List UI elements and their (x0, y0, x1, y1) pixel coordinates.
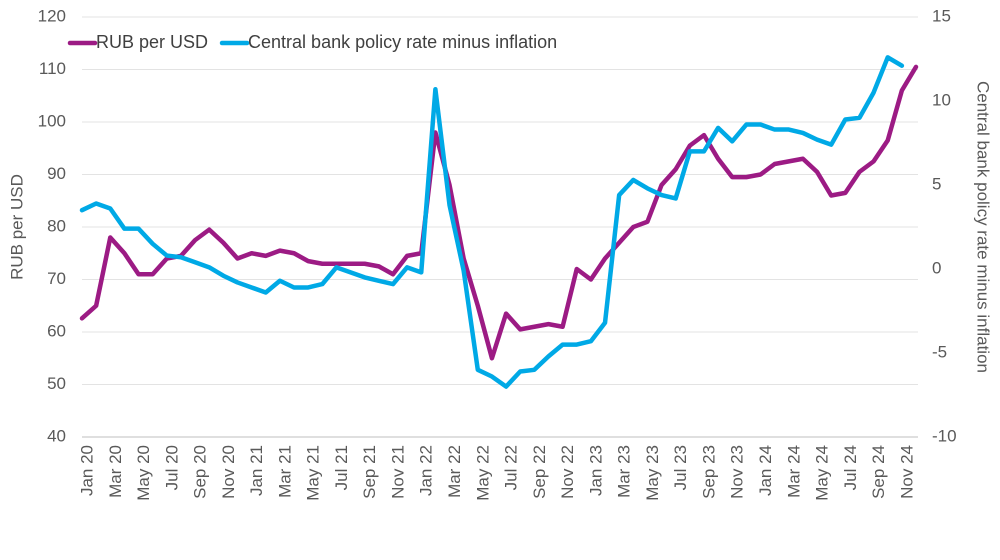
y2-axis-title: Central bank policy rate minus inflation (974, 81, 993, 373)
x-tick-label: Mar 22 (445, 445, 464, 498)
x-tick-label: Jan 22 (417, 445, 436, 496)
x-tick-label: Mar 24 (784, 445, 803, 498)
x-tick-label: May 23 (643, 445, 662, 501)
y2-tick-label: -10 (932, 426, 957, 445)
x-tick-label: Jan 21 (247, 445, 266, 496)
x-tick-label: Jul 20 (162, 445, 181, 490)
x-tick-label: Nov 21 (388, 445, 407, 499)
x-tick-label: May 22 (473, 445, 492, 501)
y-tick-label: 120 (38, 6, 66, 25)
x-tick-label: Sep 24 (869, 445, 888, 499)
y-tick-label: 60 (47, 321, 66, 340)
legend-label: RUB per USD (96, 32, 208, 52)
y-axis-title: RUB per USD (7, 174, 26, 280)
legend-label: Central bank policy rate minus inflation (248, 32, 557, 52)
x-tick-label: Jul 21 (332, 445, 351, 490)
data-line (79, 64, 919, 361)
x-tick-label: Jan 23 (586, 445, 605, 496)
y-tick-label: 80 (47, 216, 66, 235)
x-tick-label: Jul 23 (671, 445, 690, 490)
data-line (79, 55, 905, 389)
y2-tick-label: 5 (932, 174, 941, 193)
x-tick-label: Nov 23 (728, 445, 747, 499)
x-tick-label: Sep 22 (530, 445, 549, 499)
x-tick-label: Jan 20 (77, 445, 96, 496)
y-tick-label: 100 (38, 111, 66, 130)
y2-tick-label: -5 (932, 342, 947, 361)
x-tick-label: Jul 24 (841, 445, 860, 490)
x-tick-label: Nov 20 (219, 445, 238, 499)
x-tick-label: May 21 (304, 445, 323, 501)
y-tick-label: 90 (47, 164, 66, 183)
x-tick-label: May 24 (813, 445, 832, 501)
y-tick-label: 110 (39, 59, 66, 78)
x-tick-label: Mar 23 (615, 445, 634, 498)
y2-tick-label: 15 (932, 6, 951, 25)
y-tick-label: 40 (47, 426, 66, 445)
y2-tick-label: 10 (932, 90, 951, 109)
x-tick-label: Mar 20 (106, 445, 125, 498)
legend: RUB per USD Central bank policy rate minu… (67, 32, 557, 52)
y-tick-label: 50 (47, 374, 66, 393)
x-tick-label: Jan 24 (756, 445, 775, 496)
x-tick-label: May 20 (134, 445, 153, 501)
x-tick-label: Sep 23 (699, 445, 718, 499)
x-tick-label: Jul 22 (502, 445, 521, 490)
x-tick-label: Nov 22 (558, 445, 577, 499)
x-tick-label: Mar 21 (275, 445, 294, 498)
y2-tick-label: 0 (932, 258, 941, 277)
x-tick-label: Sep 21 (360, 445, 379, 499)
x-tick-label: Sep 20 (191, 445, 210, 499)
x-tick-label: Nov 24 (897, 445, 916, 499)
y-tick-label: 70 (47, 269, 66, 288)
